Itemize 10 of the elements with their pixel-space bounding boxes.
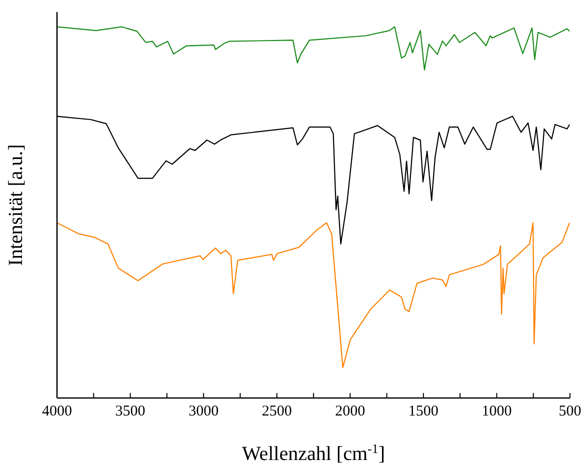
x-tick-label: 3000 [188,404,219,420]
x-tick-label: 2500 [262,404,292,420]
x-tick-label: 500 [558,404,582,420]
x-tick-label: 1500 [408,404,438,420]
x-axis-title: Wellenzahl [cm$^{-1}$] [242,440,386,465]
x-tick-label: 1000 [482,404,512,420]
x-tick-label: 3500 [115,404,146,420]
x-tick-label: 4000 [42,404,72,420]
y-axis-title: Intensität [a.u.] [5,144,27,266]
x-tick-label: 2000 [335,404,366,420]
